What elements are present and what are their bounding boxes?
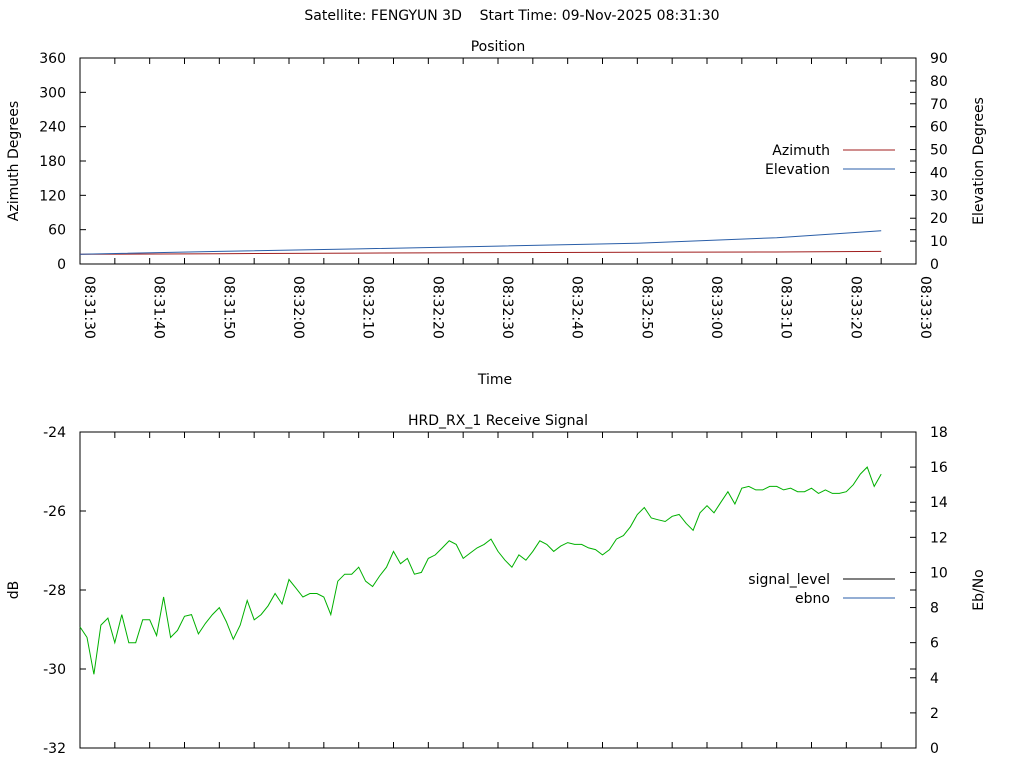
- y2-tick-label-1-9: 18: [930, 425, 948, 441]
- y2-tick-label-0-5: 50: [930, 143, 948, 159]
- y2-tick-label-1-2: 4: [930, 671, 939, 687]
- series-line-0-1: [79, 230, 882, 255]
- y2-tick-label-0-3: 30: [930, 188, 948, 204]
- y2-tick-label-1-7: 14: [930, 495, 948, 511]
- x-tick-label-0-12: 08:33:30: [917, 276, 933, 339]
- y-tick-label-1-2: -28: [43, 583, 66, 599]
- y-tick-label-0-0: 0: [57, 257, 66, 273]
- legend-label-1-0: signal_level: [748, 572, 830, 588]
- x-tick-label-0-3: 08:32:00: [290, 276, 306, 339]
- y-tick-label-1-1: -30: [43, 662, 66, 678]
- x-tick-label-0-10: 08:33:10: [778, 276, 794, 339]
- chart-title-1: HRD_RX_1 Receive Signal: [408, 413, 588, 429]
- legend-label-0-1: Elevation: [765, 162, 830, 178]
- x-tick-label-0-0: 08:31:30: [81, 276, 97, 339]
- y2-tick-label-0-0: 0: [930, 257, 939, 273]
- x-tick-label-0-6: 08:32:30: [499, 276, 515, 339]
- x-axis-label-0: Time: [477, 372, 512, 388]
- x-tick-label-0-2: 08:31:50: [220, 276, 236, 339]
- y-tick-label-1-0: -32: [43, 741, 66, 757]
- y2-tick-label-1-6: 12: [930, 530, 948, 546]
- page-title: Satellite: FENGYUN 3D Start Time: 09-Nov…: [304, 8, 720, 24]
- y-tick-label-0-3: 180: [39, 154, 66, 170]
- y-tick-label-0-1: 60: [48, 223, 66, 239]
- legend-label-0-0: Azimuth: [772, 143, 830, 159]
- y2-tick-label-1-3: 6: [930, 636, 939, 652]
- y2-tick-label-1-1: 2: [930, 706, 939, 722]
- y-axis-label-1: dB: [6, 581, 22, 600]
- legend-label-1-1: ebno: [795, 591, 830, 607]
- y2-tick-label-1-0: 0: [930, 741, 939, 757]
- chart-title-0: Position: [471, 39, 526, 55]
- x-tick-label-0-4: 08:32:10: [360, 276, 376, 339]
- y-tick-label-1-3: -26: [43, 504, 66, 520]
- y-tick-label-1-4: -24: [43, 425, 66, 441]
- y2-tick-label-0-1: 10: [930, 234, 948, 250]
- y2-axis-label-1: Eb/No: [971, 569, 987, 611]
- plot-frame-1: [79, 431, 917, 749]
- y2-tick-label-0-7: 70: [930, 97, 948, 113]
- y2-tick-label-1-4: 8: [930, 601, 939, 617]
- y-axis-label-0: Azimuth Degrees: [6, 101, 22, 221]
- x-tick-label-0-5: 08:32:20: [429, 276, 445, 339]
- y2-axis-label-0: Elevation Degrees: [971, 97, 987, 225]
- y-tick-label-0-6: 360: [39, 51, 66, 67]
- y2-tick-label-0-2: 20: [930, 211, 948, 227]
- x-tick-label-0-11: 08:33:20: [847, 276, 863, 339]
- y2-tick-label-0-8: 80: [930, 74, 948, 90]
- series-line-0-0: [79, 250, 882, 255]
- x-tick-label-0-9: 08:33:00: [708, 276, 724, 339]
- y2-tick-label-0-9: 90: [930, 51, 948, 67]
- plot-frame-0: [79, 57, 917, 265]
- x-tick-label-0-7: 08:32:40: [569, 276, 585, 339]
- series-line-1-1: [79, 466, 882, 675]
- x-tick-label-0-1: 08:31:40: [151, 276, 167, 339]
- y2-tick-label-0-4: 40: [930, 165, 948, 181]
- x-tick-label-0-8: 08:32:50: [638, 276, 654, 339]
- y-tick-label-0-5: 300: [39, 85, 66, 101]
- y2-tick-label-1-5: 10: [930, 565, 948, 581]
- y2-tick-label-1-8: 16: [930, 460, 948, 476]
- y-tick-label-0-4: 240: [39, 120, 66, 136]
- y2-tick-label-0-6: 60: [930, 120, 948, 136]
- y-tick-label-0-2: 120: [39, 188, 66, 204]
